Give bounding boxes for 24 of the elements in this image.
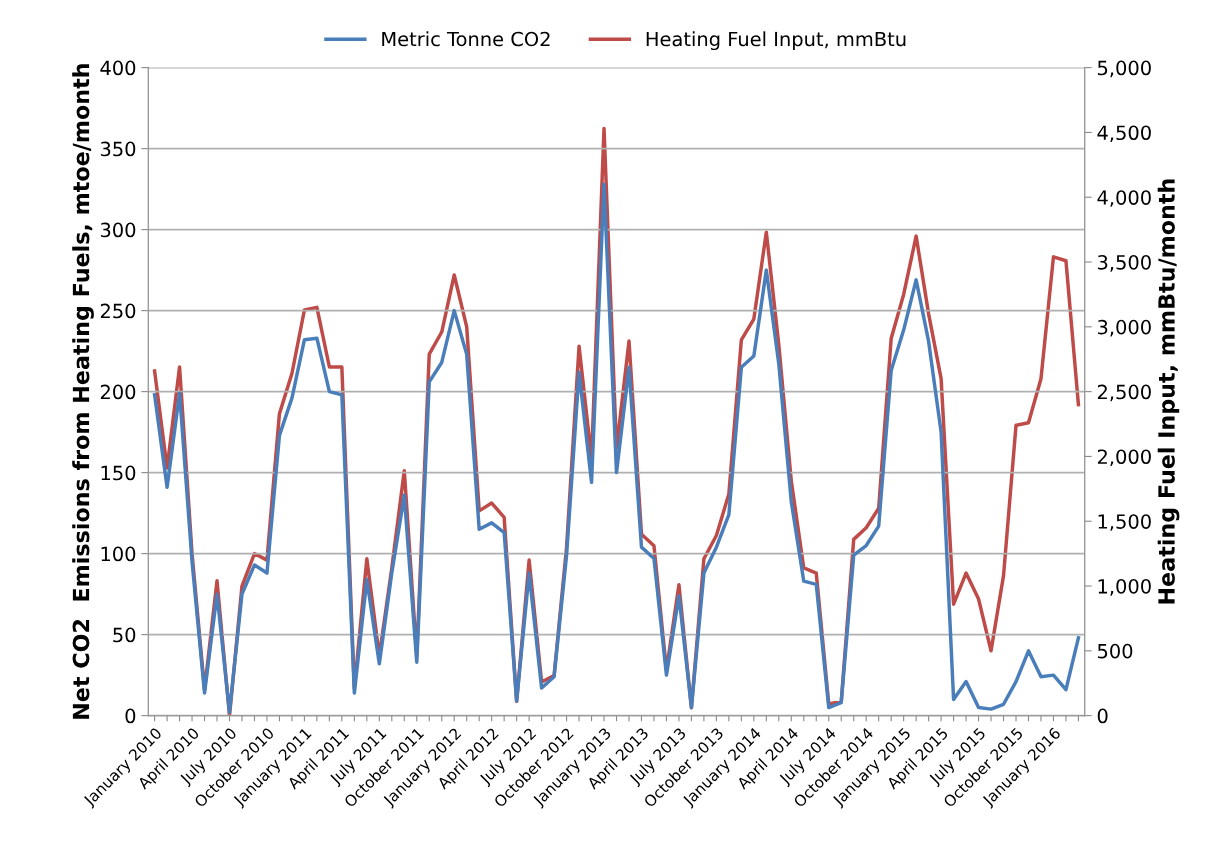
y2-tick-label: 1,000 — [1098, 578, 1151, 596]
y-tick-label: 400 — [100, 60, 136, 76]
y2-tick-label: 2,000 — [1097, 449, 1151, 467]
y2-tick-label: 3,500 — [1097, 254, 1151, 272]
y-tick-label: 0 — [125, 708, 136, 724]
y-tick-label: 250 — [100, 303, 136, 319]
y2-tick-label: 4,500 — [1097, 125, 1151, 143]
y2-axis-title: Heating Fuel Input, mmBtu/month — [1157, 179, 1180, 604]
y2-tick-label: 4,000 — [1097, 190, 1151, 207]
y-tick-label: 200 — [100, 384, 136, 400]
y-tick-label: 100 — [101, 546, 136, 562]
y2-tick-label: 1,500 — [1098, 514, 1151, 531]
legend-label: Metric Tonne CO2 — [382, 31, 550, 47]
y-tick-label: 50 — [113, 627, 136, 643]
y2-tick-label: 0 — [1097, 708, 1108, 724]
y2-tick-label: 5,000 — [1097, 60, 1151, 78]
y-axis-title: Net CO2 Emissions from Heating Fuels, mtoe/month — [72, 64, 94, 719]
legend-label: Heating Fuel Input, mmBtu — [646, 31, 906, 51]
y-tick-label: 150 — [101, 465, 136, 481]
y-tick-label: 350 — [100, 141, 136, 157]
y2-tick-label: 500 — [1097, 643, 1133, 659]
y2-tick-label: 3,000 — [1097, 319, 1151, 337]
y-tick-label: 300 — [100, 222, 136, 238]
y2-tick-label: 2,500 — [1097, 384, 1151, 402]
